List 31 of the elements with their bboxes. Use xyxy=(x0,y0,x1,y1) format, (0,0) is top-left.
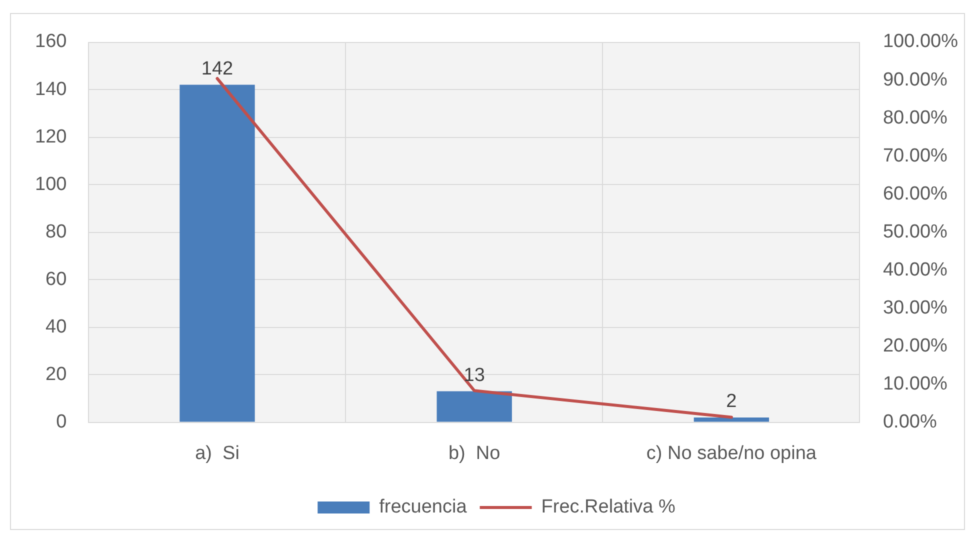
y2-tick-label: 10.00% xyxy=(882,373,948,394)
y-tick-label: 120 xyxy=(35,126,67,148)
y-tick-label: 140 xyxy=(35,78,67,100)
x-tick-label: b) No xyxy=(448,442,500,464)
bar xyxy=(436,391,512,422)
data-label: 142 xyxy=(201,58,234,80)
y-tick-label: 100 xyxy=(35,174,67,195)
y2-tick-label: 20.00% xyxy=(882,335,948,356)
y2-tick-label: 40.00% xyxy=(882,259,948,280)
bar xyxy=(694,417,770,422)
bar xyxy=(180,84,255,422)
y2-tick-label: 70.00% xyxy=(882,145,948,166)
data-label: 2 xyxy=(726,391,737,412)
y-tick-label: 60 xyxy=(46,268,67,290)
y-tick-label: 160 xyxy=(35,31,67,52)
y2-tick-label: 60.00% xyxy=(882,183,948,204)
y-tick-label: 80 xyxy=(46,221,67,242)
y2-tick-label: 50.00% xyxy=(882,221,948,242)
y2-tick-label: 0.00% xyxy=(882,411,937,432)
y2-tick-label: 30.00% xyxy=(882,297,948,318)
data-label: 13 xyxy=(464,365,485,386)
x-tick-label: c) No sabe/no opina xyxy=(646,442,817,464)
y-tick-label: 20 xyxy=(46,364,67,385)
y2-tick-label: 90.00% xyxy=(882,69,948,90)
x-tick-label: a) Si xyxy=(195,442,240,464)
legend-label: frecuencia xyxy=(379,496,468,518)
legend-label: Frec.Relativa % xyxy=(541,496,676,518)
y2-tick-label: 100.00% xyxy=(882,31,958,52)
y2-tick-label: 80.00% xyxy=(882,107,948,128)
y-tick-label: 40 xyxy=(46,316,67,338)
y-tick-label: 0 xyxy=(56,411,67,432)
